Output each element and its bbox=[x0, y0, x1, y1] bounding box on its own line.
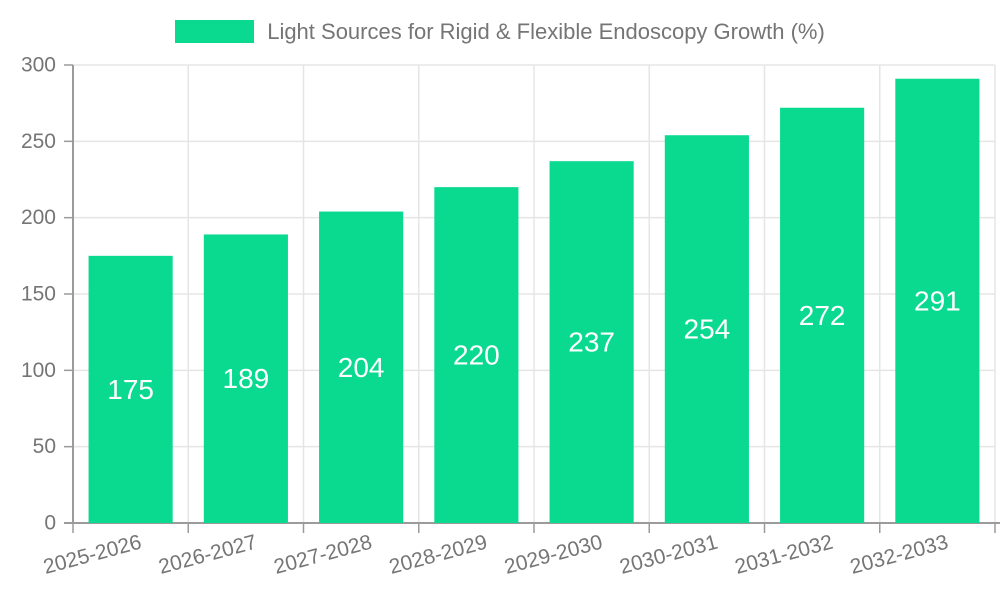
x-axis-label: 2029-2030 bbox=[502, 531, 605, 579]
x-axis-label: 2027-2028 bbox=[271, 531, 374, 579]
bar bbox=[895, 78, 980, 524]
bar bbox=[549, 161, 634, 523]
bar-value-label: 254 bbox=[684, 314, 731, 345]
x-axis-label: 2028-2029 bbox=[387, 531, 490, 579]
y-axis-label: 200 bbox=[21, 206, 56, 229]
bar-value-label: 291 bbox=[914, 285, 961, 316]
bar bbox=[664, 135, 749, 523]
bar-value-label: 237 bbox=[568, 327, 615, 358]
bar-value-label: 204 bbox=[338, 352, 385, 383]
legend-swatch bbox=[175, 20, 255, 43]
bar bbox=[319, 211, 404, 523]
bar-value-label: 220 bbox=[453, 340, 500, 371]
bar bbox=[780, 107, 865, 523]
legend-label: Light Sources for Rigid & Flexible Endos… bbox=[267, 18, 825, 44]
y-axis-label: 150 bbox=[21, 283, 56, 306]
bar-value-label: 189 bbox=[223, 363, 270, 394]
y-axis-label: 50 bbox=[33, 435, 56, 458]
x-axis-label: 2025-2026 bbox=[41, 531, 144, 579]
x-axis-label: 2030-2031 bbox=[617, 531, 720, 579]
bar-value-label: 175 bbox=[107, 374, 154, 405]
chart-legend: Light Sources for Rigid & Flexible Endos… bbox=[0, 0, 1000, 63]
x-axis-label: 2026-2027 bbox=[156, 531, 259, 579]
bar bbox=[88, 255, 173, 524]
bar bbox=[203, 234, 288, 523]
bar-value-label: 272 bbox=[799, 300, 846, 331]
y-axis-label: 300 bbox=[21, 54, 56, 77]
y-axis-label: 0 bbox=[44, 512, 56, 535]
y-axis-label: 250 bbox=[21, 130, 56, 153]
legend-item[interactable]: Light Sources for Rigid & Flexible Endos… bbox=[175, 19, 825, 45]
x-axis-label: 2031-2032 bbox=[732, 531, 835, 579]
x-axis-label: 2032-2033 bbox=[848, 531, 951, 579]
y-axis-label: 100 bbox=[21, 359, 56, 382]
bar bbox=[434, 187, 519, 523]
